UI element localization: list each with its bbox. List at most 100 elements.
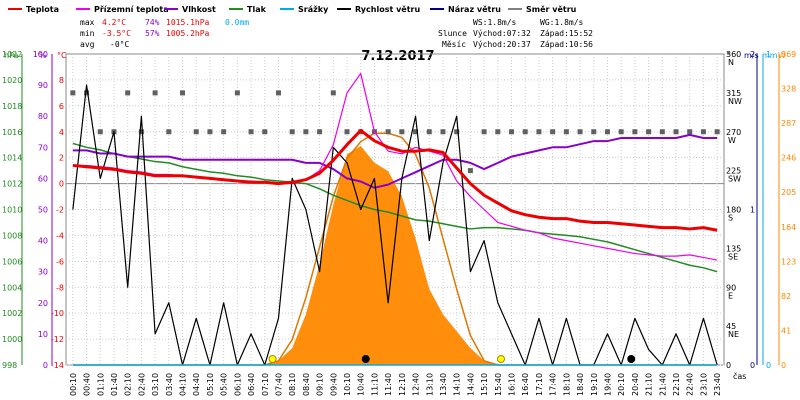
pressure-tick-label: 1012 bbox=[2, 180, 22, 189]
x-tick-label: 17:40 bbox=[549, 373, 558, 396]
wind-direction-point bbox=[467, 168, 473, 174]
x-tick-label: 22:40 bbox=[686, 373, 695, 396]
x-tick-label: 16:10 bbox=[508, 373, 517, 396]
stats-avg-label: avg bbox=[80, 40, 95, 49]
direction-tick-label: 315 bbox=[726, 89, 741, 98]
series-solar-area bbox=[72, 145, 718, 365]
legend-item-vlhkost: Vlhkost bbox=[164, 5, 216, 14]
wind-direction-point bbox=[509, 129, 515, 135]
pressure-tick-label: 1020 bbox=[2, 76, 22, 85]
temperature-tick-label: 4 bbox=[59, 128, 64, 137]
compass-tick-label: W bbox=[728, 136, 736, 145]
legend-label: Teplota bbox=[26, 5, 59, 14]
solar-tick-label: 123 bbox=[781, 257, 796, 266]
wind-direction-point bbox=[673, 129, 679, 135]
x-tick-label: 23:10 bbox=[699, 373, 708, 396]
x-tick-label: 18:10 bbox=[562, 373, 571, 396]
x-tick-label: 03:10 bbox=[151, 373, 160, 396]
x-tick-label: 09:40 bbox=[329, 373, 338, 396]
humidity-tick-label: 30 bbox=[38, 268, 48, 277]
temperature-unit: °C bbox=[57, 51, 67, 60]
x-tick-label: 14:10 bbox=[453, 373, 462, 396]
wind-direction-point bbox=[330, 90, 336, 96]
wind-direction-point bbox=[303, 129, 309, 135]
x-tick-label: 21:10 bbox=[645, 373, 654, 396]
solar-tick-label: 328 bbox=[781, 85, 796, 94]
direction-tick-label: 360 bbox=[726, 50, 741, 59]
wind-direction-point bbox=[207, 129, 213, 135]
x-tick-label: 20:40 bbox=[631, 373, 640, 396]
solar-tick-label: 205 bbox=[781, 188, 796, 197]
legend-label: Vlhkost bbox=[182, 5, 216, 14]
wind-direction-point bbox=[289, 129, 295, 135]
x-tick-label: 15:10 bbox=[480, 373, 489, 396]
humidity-tick-label: 100 bbox=[33, 50, 48, 59]
wind-direction-point bbox=[70, 90, 76, 96]
x-tick-label: 13:10 bbox=[425, 373, 434, 396]
compass-tick-label: SE bbox=[728, 252, 738, 261]
wind-direction-point bbox=[577, 129, 583, 135]
temperature-tick-label: 6 bbox=[59, 102, 64, 111]
temperature-tick-label: 0 bbox=[59, 180, 64, 189]
x-tick-label: 20:10 bbox=[617, 373, 626, 396]
pressure-tick-label: 1002 bbox=[2, 309, 22, 318]
x-tick-label: 15:40 bbox=[494, 373, 503, 396]
wind-direction-point bbox=[234, 90, 240, 96]
wind-direction-point bbox=[152, 90, 158, 96]
moonrise-marker bbox=[627, 355, 636, 363]
temperature-tick-label: 8 bbox=[59, 76, 64, 85]
pressure-tick-label: 1014 bbox=[2, 154, 22, 163]
wind-direction-point bbox=[522, 129, 528, 135]
x-tick-label: 13:40 bbox=[439, 373, 448, 396]
compass-tick-label: NW bbox=[728, 97, 742, 106]
pressure-tick-label: 1008 bbox=[2, 231, 22, 240]
wind-direction-point bbox=[604, 129, 610, 135]
wind-direction-point bbox=[317, 129, 323, 135]
rain-tick-label: 1 bbox=[766, 50, 771, 59]
pressure-tick-label: 1016 bbox=[2, 128, 22, 137]
temperature-tick-label: -2 bbox=[56, 206, 64, 215]
stats-max-rain: 0.0mm bbox=[225, 18, 249, 27]
x-tick-label: 10:40 bbox=[357, 373, 366, 396]
legend-item-tlak: Tlak bbox=[229, 5, 267, 14]
legend-item-prizemni-teplota: Přízemní teplota bbox=[76, 5, 169, 14]
stats-min-label: min bbox=[80, 29, 95, 38]
x-tick-label: 04:40 bbox=[192, 373, 201, 396]
legend-item-srazky: Srážky bbox=[280, 5, 329, 14]
x-tick-label: 08:40 bbox=[302, 373, 311, 396]
x-tick-label: 00:10 bbox=[69, 373, 78, 396]
stats-avg-temp: -0°C bbox=[110, 40, 129, 49]
humidity-tick-label: 70 bbox=[38, 143, 48, 152]
x-tick-label: 01:40 bbox=[110, 373, 119, 396]
sunset-marker bbox=[497, 355, 506, 363]
pressure-tick-label: 1018 bbox=[2, 102, 22, 111]
direction-tick-label: 135 bbox=[726, 244, 741, 253]
time-axis-label: čas bbox=[733, 371, 746, 381]
pressure-tick-label: 998 bbox=[2, 361, 17, 370]
compass-tick-label: SW bbox=[728, 175, 741, 184]
legend-label: Směr větru bbox=[526, 4, 577, 14]
humidity-tick-label: 0 bbox=[43, 361, 48, 370]
wind-direction-point bbox=[659, 129, 665, 135]
stats-max-press: 1015.1hPa bbox=[166, 18, 210, 27]
axes: 9981000100210041006100810101012101410161… bbox=[2, 50, 796, 396]
wind-direction-point bbox=[180, 90, 186, 96]
wind-direction-point bbox=[481, 129, 487, 135]
direction-tick-label: 180 bbox=[726, 206, 741, 215]
wind-direction-point bbox=[84, 90, 90, 96]
legend-item-smer-vetru: Směr větru bbox=[508, 4, 577, 14]
legend-label: Srážky bbox=[298, 5, 329, 14]
x-tick-label: 12:10 bbox=[398, 373, 407, 396]
series-tlak bbox=[72, 142, 718, 273]
wind-direction-point bbox=[426, 129, 432, 135]
x-tick-label: 05:40 bbox=[220, 373, 229, 396]
wind-gust-info: WG:1.8m/s bbox=[540, 18, 584, 27]
x-tick-label: 04:10 bbox=[179, 373, 188, 396]
temperature-tick-label: -12 bbox=[51, 335, 64, 344]
wind-tick-label: 0 bbox=[750, 361, 755, 370]
sunrise-marker bbox=[268, 355, 277, 363]
sun-moon-info: WS:1.8m/s WG:1.8m/s Slunce Východ:07:32 … bbox=[438, 18, 593, 49]
wind-tick-label: 1 bbox=[750, 206, 755, 215]
rain-tick-label: 0 bbox=[766, 361, 771, 370]
legend: Teplota Přízemní teplota Vlhkost Tlak Sr… bbox=[8, 4, 577, 14]
